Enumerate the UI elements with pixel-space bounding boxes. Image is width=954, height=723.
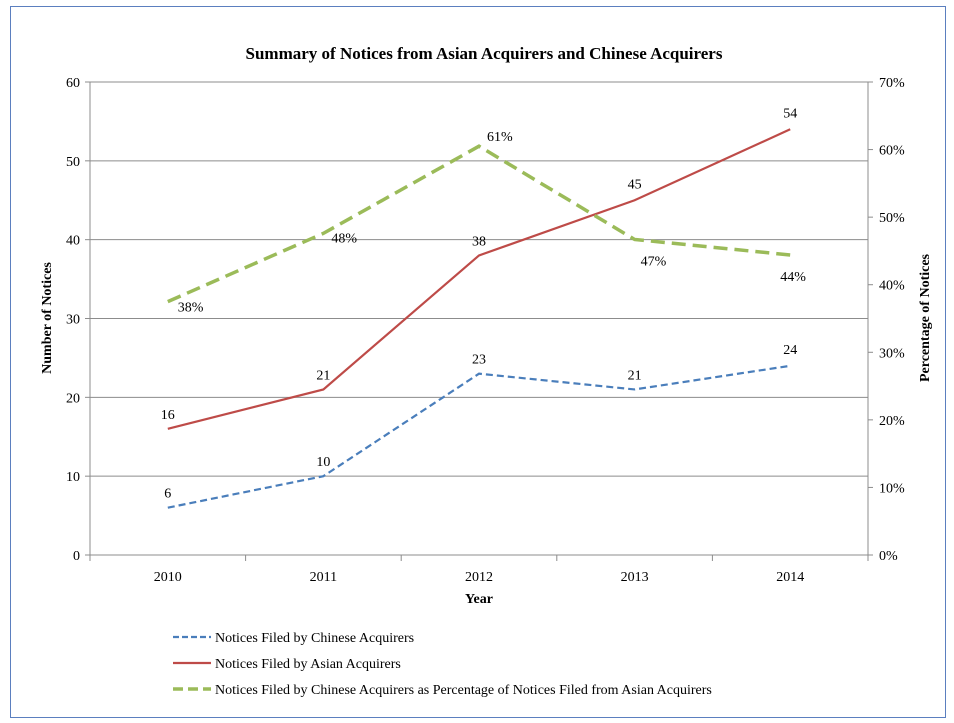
data-label: 54: [783, 106, 797, 121]
x-tick-label: 2010: [154, 570, 182, 585]
y-tick-label: 30: [66, 313, 80, 328]
x-axis-ticks: 2010 2011 2012 2013 2014: [89, 555, 869, 585]
y2-axis-title: Percentage of Notices: [918, 253, 933, 382]
legend-label: Notices Filed by Chinese Acquirers as Pe…: [215, 683, 712, 698]
y2-tick-label: 0%: [879, 549, 898, 564]
data-label: 10: [316, 455, 330, 470]
data-labels: 6 10 23 21 24 16 21 38 45 54 38% 48% 61% 47% 44%: [161, 106, 806, 501]
y-tick-label: 20: [66, 391, 80, 406]
chart-frame: [10, 6, 946, 718]
data-label: 16: [161, 408, 175, 423]
legend-label: Notices Filed by Chinese Acquirers: [215, 631, 414, 646]
data-label: 21: [316, 368, 330, 383]
data-label: 23: [472, 353, 486, 368]
y-tick-label: 50: [66, 155, 80, 170]
x-tick-label: 2013: [621, 570, 649, 585]
y2-axis-ticks: 0% 10% 20% 30% 40% 50% 60% 70%: [868, 76, 905, 564]
x-tick-label: 2014: [776, 570, 804, 585]
y-tick-label: 40: [66, 234, 80, 249]
y-axis-ticks: 0 10 20 30 40 50 60: [66, 76, 90, 564]
x-axis-title: Year: [465, 592, 493, 607]
chart-title: Summary of Notices from Asian Acquirers …: [246, 44, 723, 63]
data-label: 38: [472, 234, 486, 249]
y2-tick-label: 70%: [879, 76, 905, 91]
y2-tick-label: 10%: [879, 481, 905, 496]
data-label: 48%: [331, 231, 357, 246]
data-label: 61%: [487, 130, 513, 145]
data-label: 21: [628, 368, 642, 383]
legend-label: Notices Filed by Asian Acquirers: [215, 657, 401, 672]
y-tick-label: 60: [66, 76, 80, 91]
y-tick-label: 10: [66, 470, 80, 485]
data-label: 47%: [641, 254, 667, 269]
x-tick-label: 2011: [310, 570, 337, 585]
series-line-2: [167, 128, 791, 430]
y2-tick-label: 20%: [879, 414, 905, 429]
grid: [90, 81, 868, 477]
data-label: 45: [628, 177, 642, 192]
y2-tick-label: 30%: [879, 346, 905, 361]
data-label: 24: [783, 343, 797, 358]
data-label: 38%: [178, 301, 204, 316]
series-lines: [167, 128, 791, 509]
legend: Notices Filed by Chinese Acquirers Notice…: [173, 631, 712, 698]
y-tick-label: 0: [73, 549, 80, 564]
data-label: 6: [164, 487, 171, 502]
y2-tick-label: 40%: [879, 279, 905, 294]
y-axis-title: Number of Notices: [40, 262, 55, 374]
series-line-1: [167, 364, 791, 509]
data-label: 44%: [780, 270, 806, 285]
series-line-3: [167, 144, 791, 304]
y2-tick-label: 50%: [879, 211, 905, 226]
y2-tick-label: 60%: [879, 144, 905, 159]
x-tick-label: 2012: [465, 570, 493, 585]
